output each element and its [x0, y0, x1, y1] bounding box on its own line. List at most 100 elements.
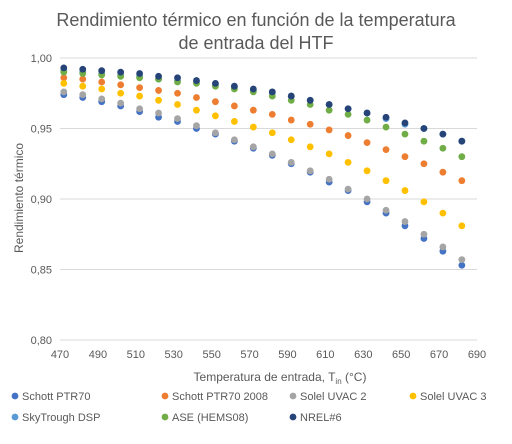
x-tick-label: 590 — [278, 349, 296, 361]
y-axis-ticks: 0,80 0,85 0,90 0,95 1,00 — [31, 53, 52, 347]
data-point — [60, 88, 68, 96]
x-axis-title: Temperatura de entrada, Tin (°C) — [194, 370, 367, 386]
series-6 — [60, 64, 466, 145]
legend-label: ASE (HEMS08) — [172, 412, 248, 424]
data-point — [193, 77, 200, 84]
legend-item: Schott PTR70 2008 — [161, 391, 268, 403]
data-point — [117, 99, 125, 107]
data-point — [401, 153, 409, 161]
legend-item: SkyTrough DSP — [11, 412, 100, 424]
data-point — [268, 129, 276, 137]
legend-label: Schott PTR70 2008 — [172, 391, 268, 403]
data-point — [155, 72, 162, 80]
x-tick-label: 570 — [240, 349, 258, 361]
x-tick-label: 550 — [202, 349, 220, 361]
data-point — [344, 185, 352, 193]
x-axis-title-unit: (°C) — [342, 370, 367, 384]
data-point — [230, 102, 238, 110]
data-point — [325, 106, 333, 114]
y-tick-label: 0,95 — [31, 124, 52, 136]
data-point — [193, 122, 200, 130]
legend-marker — [11, 392, 19, 400]
data-point — [420, 125, 428, 132]
data-point — [306, 167, 314, 175]
legend-label: Solel UVAC 3 — [420, 391, 486, 403]
data-point — [249, 85, 257, 93]
data-point — [249, 106, 257, 114]
y-axis-title: Rendimiento térmico — [12, 143, 26, 253]
data-point — [155, 96, 162, 104]
data-point — [306, 96, 314, 104]
data-point — [212, 112, 219, 120]
data-point — [60, 64, 68, 72]
data-point — [363, 116, 371, 124]
legend-label: SkyTrough DSP — [22, 412, 100, 424]
x-tick-label: 470 — [51, 349, 69, 361]
x-tick-label: 670 — [430, 349, 448, 361]
data-point — [458, 222, 466, 230]
data-point — [306, 143, 314, 151]
series-3 — [60, 79, 466, 230]
x-tick-label: 490 — [89, 349, 107, 361]
data-point — [117, 68, 125, 76]
series-0 — [60, 91, 466, 269]
data-point — [174, 115, 181, 123]
data-point — [174, 74, 181, 82]
data-point — [363, 109, 371, 117]
data-point — [268, 88, 276, 96]
x-tick-label: 630 — [354, 349, 372, 361]
data-point — [79, 65, 87, 73]
data-point — [401, 218, 409, 225]
data-point — [155, 109, 162, 117]
data-point — [344, 132, 352, 139]
y-tick-label: 1,00 — [31, 53, 52, 65]
data-point — [79, 82, 87, 90]
chart-title-line2: de entrada del HTF — [178, 33, 333, 53]
data-point — [344, 105, 352, 113]
data-point — [230, 118, 238, 125]
data-point — [458, 177, 466, 185]
grid — [60, 57, 477, 341]
data-point — [287, 116, 295, 124]
data-point — [458, 256, 466, 264]
data-point — [363, 139, 371, 147]
data-point — [325, 101, 333, 108]
legend-item: Solel UVAC 3 — [409, 391, 486, 403]
data-point — [363, 167, 371, 175]
data-point — [382, 206, 390, 214]
y-tick-label: 0,85 — [31, 265, 52, 277]
data-point — [155, 87, 162, 94]
legend-marker — [161, 413, 169, 421]
data-point — [212, 79, 219, 87]
series-2 — [60, 88, 466, 264]
data-point — [268, 111, 276, 118]
data-point — [174, 89, 181, 97]
data-point — [98, 95, 106, 103]
chart-title-line1: Rendimiento térmico en función de la tem… — [56, 10, 456, 30]
data-point — [439, 144, 447, 152]
data-point — [382, 177, 390, 185]
data-point — [458, 153, 466, 161]
data-point — [325, 175, 333, 183]
y-tick-label: 0,90 — [31, 194, 52, 206]
data-point — [420, 160, 428, 168]
data-point — [136, 92, 144, 100]
data-point — [136, 105, 144, 113]
data-point — [174, 101, 181, 108]
x-axis-ticks: 470 490 510 530 550 570 590 610 630 650 670 690 — [51, 349, 486, 361]
data-point — [420, 198, 428, 206]
legend-label: Schott PTR70 — [22, 391, 90, 403]
data-point — [117, 81, 125, 89]
legend-item: Solel UVAC 2 — [289, 391, 366, 403]
data-point — [439, 130, 447, 138]
data-point — [249, 123, 257, 131]
data-point — [98, 78, 106, 86]
legend-marker — [409, 392, 417, 400]
data-point — [382, 113, 390, 121]
data-point — [439, 209, 447, 217]
data-point — [79, 75, 87, 83]
x-tick-label: 510 — [127, 349, 145, 361]
data-point — [420, 230, 428, 238]
data-point — [363, 195, 371, 203]
